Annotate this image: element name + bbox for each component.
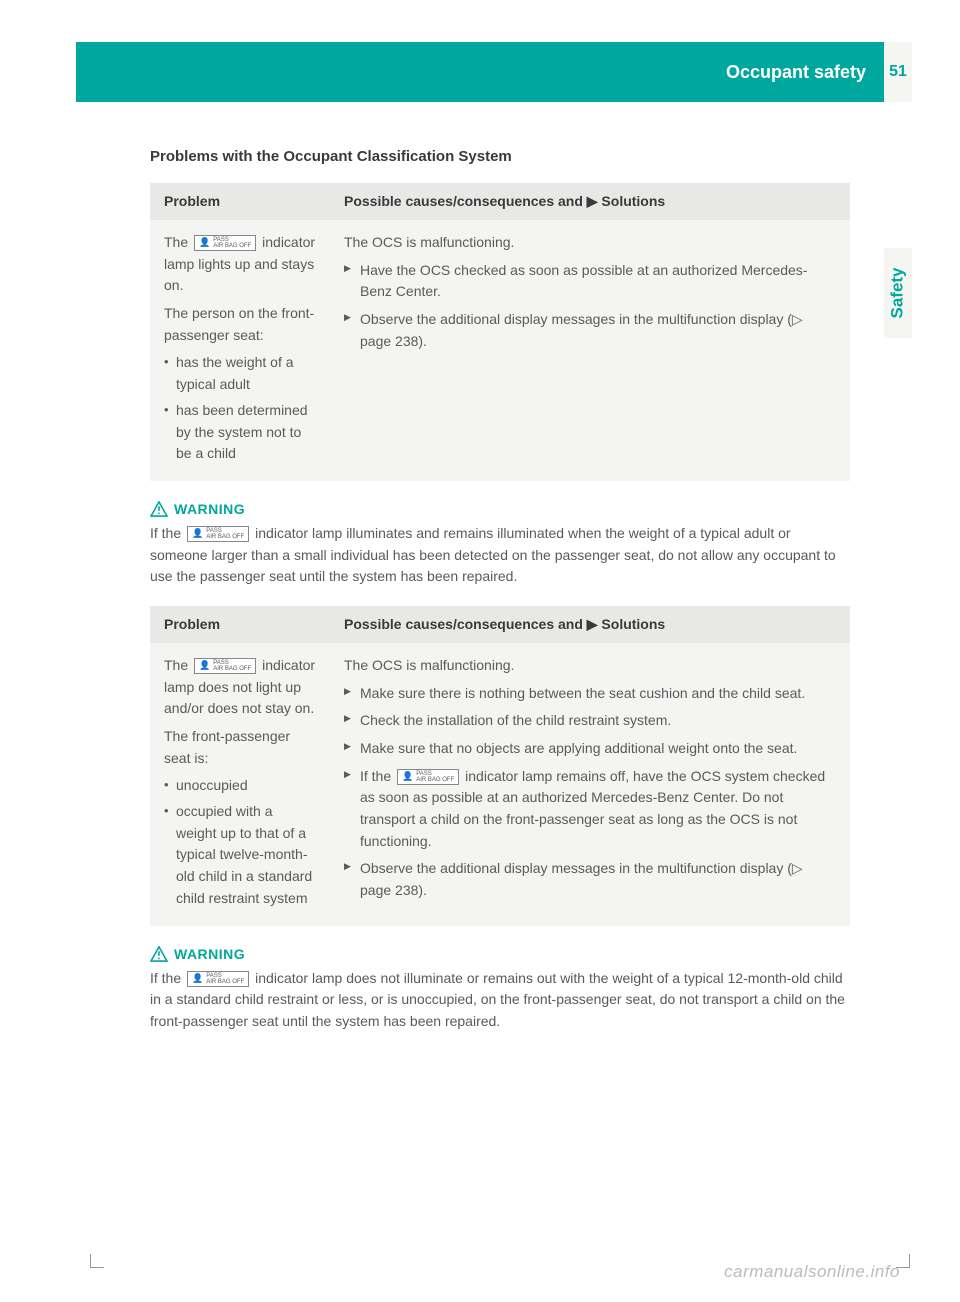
action-item: If the 👤PASSAIR BAG OFF indicator lamp r…	[344, 766, 836, 853]
problem-bullets: has the weight of a typical adult has be…	[164, 352, 316, 464]
airbag-off-icon: 👤PASSAIR BAG OFF	[187, 971, 249, 987]
action-item: Make sure that no objects are applying a…	[344, 738, 836, 760]
troubleshoot-table-1: Problem Possible causes/consequences and…	[150, 183, 850, 481]
header-problem: Problem	[150, 183, 330, 220]
solution-list: Have the OCS checked as soon as possible…	[344, 260, 836, 353]
header-banner: Occupant safety	[76, 42, 884, 102]
watermark-text: carmanualsonline.info	[724, 1262, 900, 1282]
page-number: 51	[884, 42, 912, 102]
chapter-title: Occupant safety	[726, 62, 866, 83]
problem-cell: The 👤PASSAIR BAG OFF indicator lamp does…	[150, 643, 330, 926]
header-solutions: Possible causes/consequences and ▶ Solut…	[330, 606, 850, 643]
warning-block-2: WARNING If the 👤PASSAIR BAG OFF indicato…	[150, 946, 850, 1033]
action-item: Make sure there is nothing between the s…	[344, 683, 836, 705]
warning-label: WARNING	[174, 946, 245, 962]
bullet-item: has been determined by the system not to…	[164, 400, 316, 465]
table-body-row: The 👤PASSAIR BAG OFF indicator lamp does…	[150, 643, 850, 926]
header-problem: Problem	[150, 606, 330, 643]
prob-text-2: The front-passenger seat is:	[164, 726, 316, 769]
tab-label: Safety	[888, 267, 908, 318]
troubleshoot-table-2: Problem Possible causes/consequences and…	[150, 606, 850, 926]
problem-bullets: unoccupied occupied with a weight up to …	[164, 775, 316, 909]
table-header-row: Problem Possible causes/consequences and…	[150, 606, 850, 643]
action-item: Observe the additional display messages …	[344, 858, 836, 901]
solution-list: Make sure there is nothing between the s…	[344, 683, 836, 902]
action-item: Have the OCS checked as soon as possible…	[344, 260, 836, 303]
page-content: Problems with the Occupant Classificatio…	[150, 148, 850, 1051]
table-body-row: The 👤PASSAIR BAG OFF indicator lamp ligh…	[150, 220, 850, 481]
table-header-row: Problem Possible causes/consequences and…	[150, 183, 850, 220]
warning-header: WARNING	[150, 946, 850, 962]
bullet-item: occupied with a weight up to that of a t…	[164, 801, 316, 909]
crop-mark	[90, 1254, 104, 1268]
solution-intro: The OCS is malfunctioning.	[344, 232, 836, 254]
warning-text: If the 👤PASSAIR BAG OFF indicator lamp d…	[150, 968, 850, 1033]
solution-intro: The OCS is malfunctioning.	[344, 655, 836, 677]
solution-cell: The OCS is malfunctioning. Make sure the…	[330, 643, 850, 926]
action-item: Check the installation of the child rest…	[344, 710, 836, 732]
warning-icon	[150, 501, 168, 517]
header-solutions: Possible causes/consequences and ▶ Solut…	[330, 183, 850, 220]
section-tab: Safety	[884, 248, 912, 338]
prob-text-a: The	[164, 234, 192, 250]
solution-cell: The OCS is malfunctioning. Have the OCS …	[330, 220, 850, 481]
prob-text-a: The	[164, 657, 192, 673]
problem-cell: The 👤PASSAIR BAG OFF indicator lamp ligh…	[150, 220, 330, 481]
airbag-off-icon: 👤PASSAIR BAG OFF	[194, 235, 256, 251]
prob-text-2: The person on the front-passenger seat:	[164, 303, 316, 346]
bullet-item: unoccupied	[164, 775, 316, 797]
warning-block-1: WARNING If the 👤PASSAIR BAG OFF indicato…	[150, 501, 850, 588]
airbag-off-icon: 👤PASSAIR BAG OFF	[194, 658, 256, 674]
section-heading: Problems with the Occupant Classificatio…	[150, 148, 850, 165]
bullet-item: has the weight of a typical adult	[164, 352, 316, 395]
airbag-off-icon: 👤PASSAIR BAG OFF	[397, 769, 459, 785]
crop-mark	[896, 1254, 910, 1268]
warning-icon	[150, 946, 168, 962]
warning-header: WARNING	[150, 501, 850, 517]
warning-text: If the 👤PASSAIR BAG OFF indicator lamp i…	[150, 523, 850, 588]
airbag-off-icon: 👤PASSAIR BAG OFF	[187, 526, 249, 542]
action-item: Observe the additional display messages …	[344, 309, 836, 352]
warning-label: WARNING	[174, 501, 245, 517]
